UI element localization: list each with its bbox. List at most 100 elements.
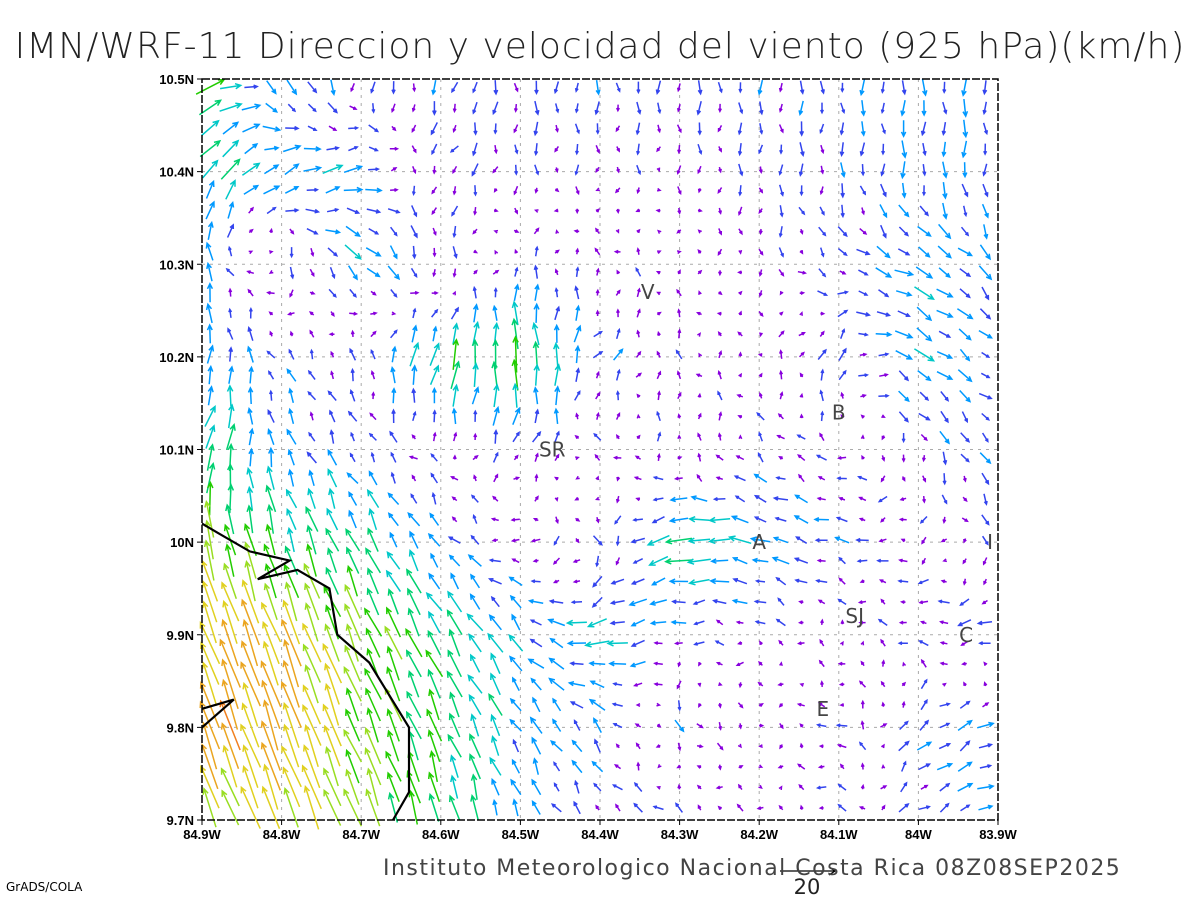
wind-vector xyxy=(407,669,420,698)
wind-vector xyxy=(799,742,804,749)
wind-vector xyxy=(796,434,806,440)
wind-vector xyxy=(860,434,865,440)
wind-vector xyxy=(697,269,703,275)
wind-vector xyxy=(221,678,239,730)
wind-vector xyxy=(261,679,281,730)
wind-vector xyxy=(668,517,689,524)
wind-vector xyxy=(840,183,845,199)
wind-vector xyxy=(387,791,399,823)
wind-vector xyxy=(246,504,254,534)
wind-vector xyxy=(979,764,993,769)
wind-vector xyxy=(840,414,845,419)
wind-vector xyxy=(411,364,418,385)
wind-vector xyxy=(636,434,641,439)
wind-vector xyxy=(391,103,396,114)
wind-vector xyxy=(302,684,322,725)
wind-vector xyxy=(727,535,752,545)
wind-vector xyxy=(738,682,743,689)
wind-vector xyxy=(329,409,336,423)
wind-vector xyxy=(554,287,559,298)
wind-vector xyxy=(962,205,968,218)
wind-vector xyxy=(348,490,358,506)
wind-vector xyxy=(983,493,988,506)
wind-vector xyxy=(656,785,661,790)
wind-vector xyxy=(652,805,664,811)
wind-vector xyxy=(593,330,603,338)
wind-vector xyxy=(960,432,971,443)
wind-vector xyxy=(709,578,730,585)
wind-vector xyxy=(656,431,662,442)
wind-vector xyxy=(799,683,805,687)
wind-vector xyxy=(710,558,729,564)
grads-credit: GrADS/COLA xyxy=(6,880,83,894)
wind-vector xyxy=(305,506,319,532)
wind-vector xyxy=(817,476,826,481)
wind-vector xyxy=(820,410,825,422)
wind-vector xyxy=(983,661,988,666)
wind-vector xyxy=(346,564,359,597)
wind-vector xyxy=(900,538,906,543)
wind-vector xyxy=(668,578,689,585)
wind-vector xyxy=(635,208,641,213)
wind-vector xyxy=(981,351,991,358)
wind-vector xyxy=(978,329,994,339)
wind-vector xyxy=(900,781,908,793)
wind-vector xyxy=(266,206,277,215)
grid-lines xyxy=(202,79,998,820)
wind-vector xyxy=(487,577,502,585)
lat-tick-label: 9.7N xyxy=(167,813,194,828)
wind-vector xyxy=(384,625,403,660)
wind-vector xyxy=(880,475,886,483)
wind-vector xyxy=(593,432,602,441)
wind-vector xyxy=(794,578,808,584)
wind-vector xyxy=(942,202,948,220)
wind-vector xyxy=(199,139,222,158)
wind-vector xyxy=(531,778,542,796)
wind-vector xyxy=(942,101,948,115)
wind-vector xyxy=(490,672,501,696)
wind-vector xyxy=(881,701,886,707)
wind-vector xyxy=(636,287,641,298)
wind-vector xyxy=(204,500,215,538)
wind-vector xyxy=(819,186,824,196)
wind-vector xyxy=(983,578,987,586)
wind-vector xyxy=(470,573,481,589)
wind-vector xyxy=(409,341,420,367)
wind-vector xyxy=(820,618,824,625)
wind-vector xyxy=(492,166,499,174)
lon-tick-label: 84.4W xyxy=(581,827,619,842)
reference-vector: 20 xyxy=(780,866,837,899)
wind-vector xyxy=(718,291,723,296)
wind-vector xyxy=(593,717,602,733)
wind-vector xyxy=(982,80,988,96)
wind-vector xyxy=(778,639,784,646)
wind-vector xyxy=(368,124,380,133)
wind-vector xyxy=(241,162,261,176)
wind-vector xyxy=(553,81,560,95)
wind-vector xyxy=(349,288,357,298)
wind-vector xyxy=(615,368,621,381)
wind-vector xyxy=(569,701,584,709)
wind-vector xyxy=(267,428,275,445)
wind-vector xyxy=(301,764,322,810)
wind-vector xyxy=(307,103,317,113)
wind-vector xyxy=(306,187,320,192)
wind-vector xyxy=(938,330,952,338)
wind-vector xyxy=(771,556,790,565)
wind-vector xyxy=(595,145,600,154)
wind-vector xyxy=(837,598,847,606)
wind-vector xyxy=(452,338,460,370)
wind-vector xyxy=(895,350,914,360)
wind-vector xyxy=(364,726,382,765)
wind-vector xyxy=(432,409,437,423)
wind-vector xyxy=(588,698,606,711)
wind-vector xyxy=(452,124,457,133)
wind-vector xyxy=(575,475,580,480)
wind-vector xyxy=(880,81,885,94)
wind-vector xyxy=(715,661,723,666)
wind-vector xyxy=(858,496,867,502)
wind-vector xyxy=(325,186,341,194)
wind-vector xyxy=(798,600,804,605)
wind-vector xyxy=(206,261,213,282)
